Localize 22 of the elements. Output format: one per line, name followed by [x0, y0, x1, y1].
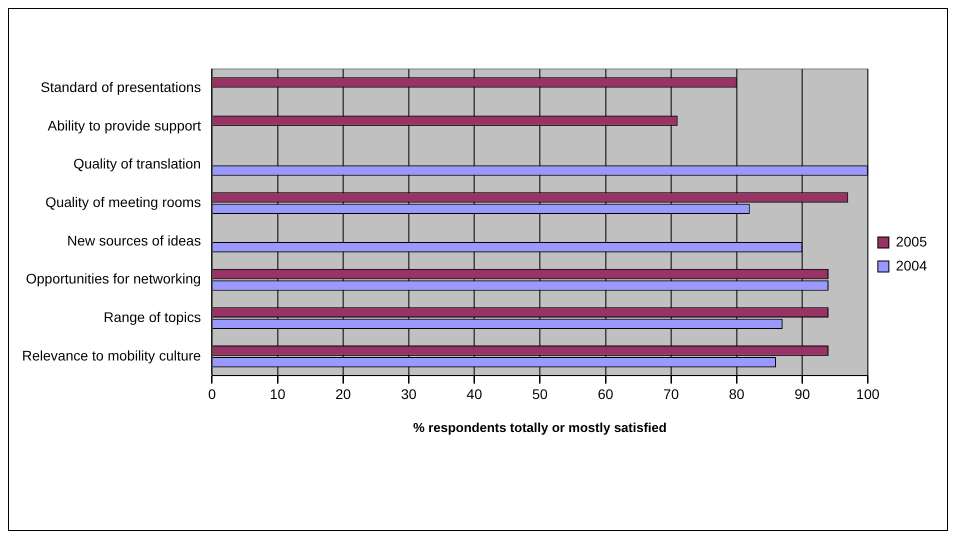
x-tick-label: 50: [532, 386, 548, 402]
x-tick-label: 20: [335, 386, 352, 402]
legend-label: 2004: [896, 257, 928, 274]
x-axis-title: % respondents totally or mostly satisfied: [413, 420, 667, 435]
y-tick-label: Quality of meeting rooms: [45, 194, 201, 210]
x-tick-label: 80: [728, 386, 745, 402]
x-tick-label: 100: [856, 386, 880, 402]
y-tick-label: New sources of ideas: [67, 232, 201, 248]
x-tick-label: 60: [598, 386, 614, 402]
y-tick-label: Range of topics: [104, 308, 201, 325]
legend-label: 2005: [896, 233, 928, 250]
x-tick-label: 0: [208, 386, 216, 402]
y-tick-label: Relevance to mobility culture: [22, 347, 202, 364]
x-tick-label: 70: [663, 386, 680, 402]
x-tick-label: 30: [400, 386, 417, 402]
y-tick-label: Opportunities for networking: [26, 270, 201, 287]
y-tick-label: Standard of presentations: [40, 79, 201, 96]
x-tick-label: 40: [466, 386, 482, 402]
x-tick-label: 90: [794, 386, 810, 402]
y-tick-label: Ability to provide support: [48, 117, 202, 134]
x-tick-label: 10: [270, 386, 286, 402]
y-tick-label: Quality of translation: [73, 156, 201, 172]
